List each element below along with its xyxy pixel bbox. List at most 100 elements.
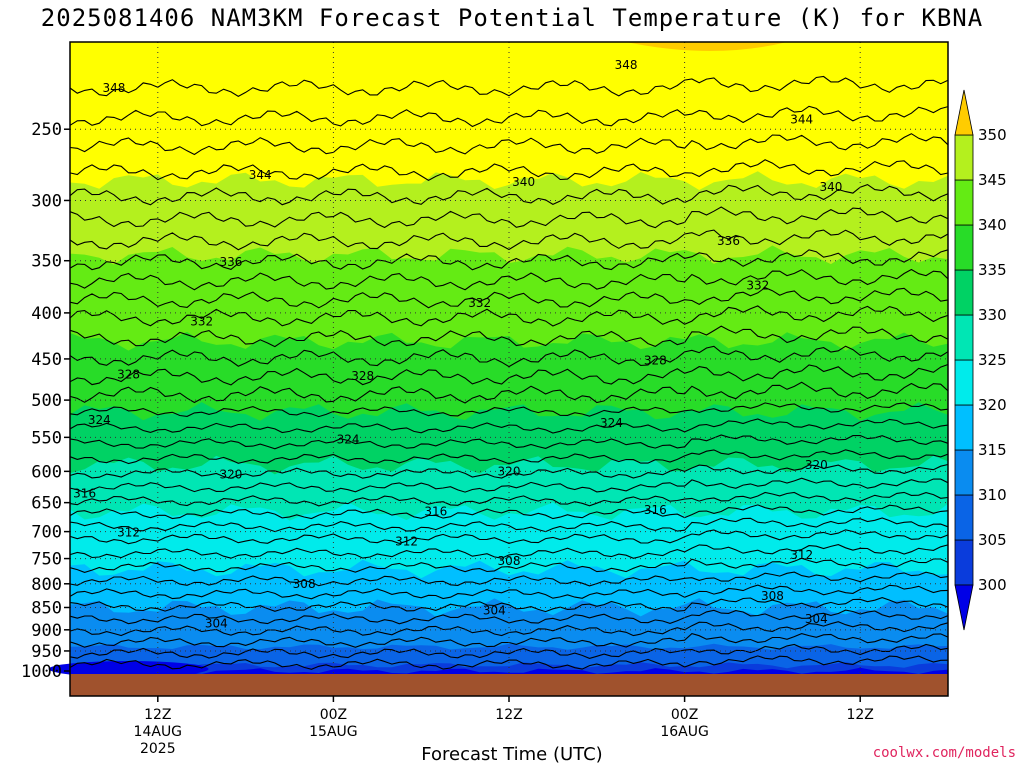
grid-layer — [70, 42, 948, 674]
y-axis: 250 300 350 400 450 500 550 600 650 700 750 800 850 9… — [21, 120, 70, 682]
colorbar-label: 330 — [978, 306, 1007, 324]
contour-line — [69, 105, 949, 128]
colorbar-label: 340 — [978, 216, 1007, 234]
contour-label: 308 — [293, 577, 316, 591]
contour-line — [69, 402, 949, 418]
colorbar-segment — [954, 494, 974, 541]
y-tick-label: 650 — [31, 494, 62, 514]
contour-label: 328 — [117, 367, 140, 381]
contour-label: 304 — [205, 616, 228, 630]
colorbar-label: 345 — [978, 171, 1007, 189]
contour-label: 312 — [790, 548, 813, 562]
contour-label: 340 — [512, 175, 535, 189]
contour-line — [69, 75, 949, 98]
colorbar-segment — [954, 179, 974, 226]
contour-label: 316 — [424, 505, 447, 519]
contour-line — [69, 584, 949, 600]
colorbar-label: 350 — [978, 126, 1007, 144]
contour-label: 316 — [73, 487, 96, 501]
contour-line — [69, 345, 949, 368]
y-tick-label: 500 — [31, 391, 62, 411]
contour-label: 336 — [717, 234, 740, 248]
x-axis-label: Forecast Time (UTC) — [421, 744, 603, 765]
contour-label: 324 — [337, 432, 360, 446]
colorbar-high-arrow — [954, 89, 974, 136]
contour-line — [69, 249, 949, 271]
y-tick-label: 600 — [31, 462, 62, 482]
x-tick-date: 16AUG — [660, 724, 709, 740]
plot-fill-layer — [48, 42, 948, 697]
y-tick-label: 350 — [31, 252, 62, 272]
contour-label: 328 — [351, 369, 374, 383]
contour-line — [69, 229, 949, 251]
contour-label: 308 — [761, 589, 784, 603]
colorbar-segment — [954, 224, 974, 271]
y-tick-label: 850 — [31, 598, 62, 618]
contour-line — [69, 286, 949, 309]
y-tick-label: 900 — [31, 621, 62, 641]
colorbar-label: 315 — [978, 441, 1007, 459]
colorbar-segment — [954, 539, 974, 586]
contour-line — [69, 305, 949, 327]
y-tick-label: 1000 — [21, 662, 62, 682]
contour-line — [69, 491, 949, 507]
y-tick-label: 550 — [31, 428, 62, 448]
contour-label: 348 — [102, 81, 125, 95]
contour-label: 312 — [117, 526, 140, 540]
x-tick-year: 2025 — [140, 741, 176, 757]
contour-line — [69, 544, 949, 559]
colorbar-segment — [954, 314, 974, 361]
contour-label: 308 — [498, 554, 521, 568]
x-tick-label: 12Z — [846, 707, 873, 723]
y-tick-label: 950 — [31, 642, 62, 662]
contour-line — [69, 643, 949, 659]
colorbar-label: 310 — [978, 486, 1007, 504]
contour-label: 304 — [483, 604, 506, 618]
x-tick-label: 00Z — [671, 707, 698, 723]
colorbar-segment — [954, 134, 974, 181]
y-tick-label: 800 — [31, 575, 62, 595]
colorbar-segment — [954, 359, 974, 406]
x-tick-date: 14AUG — [134, 724, 183, 740]
contour-label: 312 — [395, 535, 418, 549]
chart-title: 2025081406 NAM3KM Forecast Potential Tem… — [40, 4, 984, 32]
contour-layer — [69, 75, 949, 670]
contour-line — [69, 463, 949, 479]
x-tick-date: 15AUG — [309, 724, 358, 740]
contour-line — [69, 268, 949, 291]
contour-line — [69, 571, 949, 587]
contour-label: 324 — [88, 413, 111, 427]
y-tick-label: 400 — [31, 304, 62, 324]
contour-label: 332 — [190, 315, 213, 329]
contour-line — [69, 206, 949, 229]
colorbar-label: 300 — [978, 576, 1007, 594]
colorbar-low-arrow — [954, 584, 974, 631]
contour-line — [69, 477, 949, 493]
y-tick-label: 700 — [31, 523, 62, 543]
contour-line — [69, 557, 949, 573]
contour-line — [69, 183, 949, 206]
contour-label: 332 — [746, 279, 769, 293]
contour-line — [69, 449, 949, 465]
fill-top-orange — [626, 42, 788, 51]
x-tick-label: 12Z — [495, 707, 522, 723]
contour-label: 344 — [790, 113, 813, 127]
colorbar-label: 325 — [978, 351, 1007, 369]
contour-label: 320 — [498, 464, 521, 478]
colorbar-label: 335 — [978, 261, 1007, 279]
contour-label: 324 — [600, 416, 623, 430]
fill-surface-blue — [48, 661, 209, 677]
contour-label: 332 — [468, 296, 491, 310]
contour-line — [69, 133, 949, 156]
contour-label: 348 — [615, 58, 638, 72]
contour-line — [69, 434, 949, 450]
contour-line — [69, 529, 949, 545]
contour-line — [69, 504, 949, 520]
contour-line — [69, 597, 949, 613]
contour-line — [69, 517, 949, 533]
colorbar-label: 305 — [978, 531, 1007, 549]
contour-line — [69, 159, 949, 182]
contour-line — [69, 418, 949, 434]
credit-link[interactable]: coolwx.com/models — [872, 745, 1016, 761]
contour-label-layer: 348 348 344 344 340 340 336 336 332 332 332 328 328 3… — [73, 58, 842, 630]
